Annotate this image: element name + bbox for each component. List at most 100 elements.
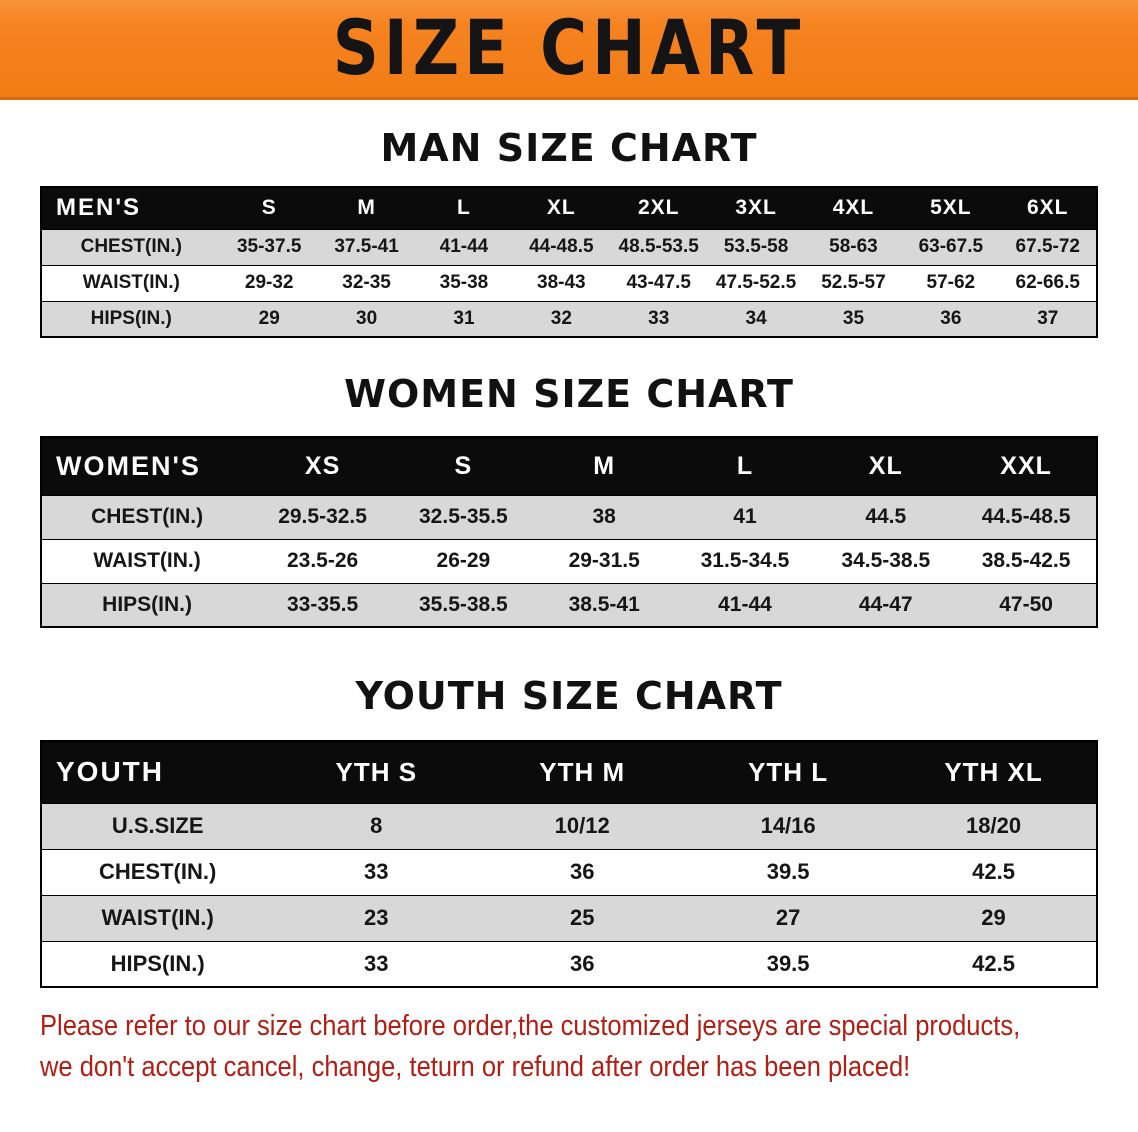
value-cell: 41: [674, 494, 816, 539]
table-row: WAIST(IN.) 23 25 27 29: [41, 894, 1097, 941]
value-cell: 25: [479, 894, 686, 941]
size-header-cell: L: [415, 187, 513, 229]
value-cell: 34.5-38.5: [815, 538, 957, 583]
men-section-heading: MAN SIZE CHART: [380, 126, 758, 170]
table-row: HIPS(IN.) 29 30 31 32 33 34 35 36 37: [41, 300, 1097, 337]
value-cell: 48.5-53.5: [610, 228, 708, 265]
value-cell: 33: [273, 848, 480, 895]
table-title-cell: MEN'S: [41, 187, 221, 229]
size-table: MEN'S S M L XL 2XL 3XL 4XL 5XL 6XL CHEST(IN.) 35-37…: [40, 186, 1098, 338]
notice-line-1: Please refer to our size chart before or…: [40, 1010, 1021, 1042]
men-section: MAN SIZE CHART MEN'S S M L XL 2XL 3XL 4XL 5XL 6XL…: [0, 126, 1138, 338]
value-cell: 39.5: [685, 940, 892, 987]
value-cell: 26-29: [392, 538, 534, 583]
value-cell: 57-62: [902, 264, 1000, 301]
value-cell: 10/12: [479, 802, 686, 849]
size-header-cell: 5XL: [902, 187, 1000, 229]
value-cell: 35: [804, 300, 903, 337]
value-cell: 27: [685, 894, 892, 941]
value-cell: 38.5-42.5: [956, 538, 1097, 583]
value-cell: 36: [479, 848, 686, 895]
value-cell: 44-47: [815, 582, 957, 627]
value-cell: 34: [707, 300, 805, 337]
size-header-cell: 3XL: [707, 187, 805, 229]
size-header-cell: YTH L: [685, 741, 892, 803]
value-cell: 32.5-35.5: [392, 494, 534, 539]
youth-size-table: YOUTH YTH S YTH M YTH L YTH XL U.S.SIZE 8 10/12…: [40, 740, 1098, 988]
size-header-cell: XL: [815, 437, 957, 495]
value-cell: 29.5-32.5: [252, 494, 393, 539]
youth-section-heading: YOUTH SIZE CHART: [355, 674, 783, 718]
row-label-cell: WAIST(IN.): [41, 264, 221, 301]
table-header-row: MEN'S S M L XL 2XL 3XL 4XL 5XL 6XL: [41, 187, 1097, 229]
value-cell: 38-43: [512, 264, 611, 301]
women-section: WOMEN SIZE CHART WOMEN'S XS S M L XL XXL CHEST(…: [0, 372, 1138, 628]
table-header-row: YOUTH YTH S YTH M YTH L YTH XL: [41, 741, 1097, 803]
value-cell: 32-35: [317, 264, 416, 301]
row-label-cell: HIPS(IN.): [41, 582, 253, 627]
row-label-cell: U.S.SIZE: [41, 802, 274, 849]
size-header-cell: L: [674, 437, 816, 495]
value-cell: 67.5-72: [999, 228, 1097, 265]
row-label-cell: CHEST(IN.): [41, 228, 221, 265]
women-section-heading: WOMEN SIZE CHART: [344, 372, 794, 416]
value-cell: 29: [220, 300, 318, 337]
size-header-cell: XS: [252, 437, 393, 495]
value-cell: 38.5-41: [533, 582, 675, 627]
table-row: CHEST(IN.) 33 36 39.5 42.5: [41, 848, 1097, 895]
value-cell: 38: [533, 494, 675, 539]
size-header-cell: YTH XL: [891, 741, 1097, 803]
value-cell: 53.5-58: [707, 228, 805, 265]
table-row: WAIST(IN.) 29-32 32-35 35-38 38-43 43-47.5 47.…: [41, 264, 1097, 301]
page-title: SIZE CHART: [332, 4, 806, 93]
women-size-table: WOMEN'S XS S M L XL XXL CHEST(IN.) 29.5-32.5 32.5…: [40, 436, 1098, 628]
value-cell: 39.5: [685, 848, 892, 895]
value-cell: 29-32: [220, 264, 318, 301]
value-cell: 36: [479, 940, 686, 987]
banner: SIZE CHART: [0, 0, 1138, 100]
value-cell: 30: [317, 300, 416, 337]
value-cell: 41-44: [415, 228, 513, 265]
value-cell: 58-63: [804, 228, 903, 265]
size-header-cell: YTH M: [479, 741, 686, 803]
row-label-cell: WAIST(IN.): [41, 538, 253, 583]
size-header-cell: XXL: [956, 437, 1097, 495]
size-header-cell: YTH S: [273, 741, 480, 803]
value-cell: 44.5: [815, 494, 957, 539]
value-cell: 23.5-26: [252, 538, 393, 583]
value-cell: 63-67.5: [902, 228, 1000, 265]
value-cell: 35-37.5: [220, 228, 318, 265]
row-label-cell: HIPS(IN.): [41, 940, 274, 987]
value-cell: 44.5-48.5: [956, 494, 1097, 539]
value-cell: 35-38: [415, 264, 513, 301]
value-cell: 29-31.5: [533, 538, 675, 583]
table-row: CHEST(IN.) 35-37.5 37.5-41 41-44 44-48.5 48.5…: [41, 228, 1097, 265]
value-cell: 33: [610, 300, 708, 337]
table-row: CHEST(IN.) 29.5-32.5 32.5-35.5 38 41 44.5 44.5…: [41, 494, 1097, 539]
row-label-cell: WAIST(IN.): [41, 894, 274, 941]
size-header-cell: 4XL: [804, 187, 903, 229]
value-cell: 31.5-34.5: [674, 538, 816, 583]
value-cell: 35.5-38.5: [392, 582, 534, 627]
size-table: WOMEN'S XS S M L XL XXL CHEST(IN.) 29.5-32.5 32.5…: [40, 436, 1098, 628]
table-row: U.S.SIZE 8 10/12 14/16 18/20: [41, 802, 1097, 849]
size-header-cell: 2XL: [610, 187, 708, 229]
size-header-cell: XL: [512, 187, 611, 229]
value-cell: 52.5-57: [804, 264, 903, 301]
value-cell: 43-47.5: [610, 264, 708, 301]
value-cell: 37.5-41: [317, 228, 416, 265]
row-label-cell: CHEST(IN.): [41, 848, 274, 895]
value-cell: 18/20: [891, 802, 1097, 849]
value-cell: 33-35.5: [252, 582, 393, 627]
size-header-cell: S: [220, 187, 318, 229]
size-header-cell: M: [533, 437, 675, 495]
value-cell: 29: [891, 894, 1097, 941]
table-row: HIPS(IN.) 33 36 39.5 42.5: [41, 940, 1097, 987]
men-size-table: MEN'S S M L XL 2XL 3XL 4XL 5XL 6XL CHEST(IN.) 35-37…: [40, 186, 1098, 338]
value-cell: 44-48.5: [512, 228, 611, 265]
value-cell: 31: [415, 300, 513, 337]
size-table: YOUTH YTH S YTH M YTH L YTH XL U.S.SIZE 8 10/12…: [40, 740, 1098, 988]
value-cell: 42.5: [891, 848, 1097, 895]
value-cell: 33: [273, 940, 480, 987]
